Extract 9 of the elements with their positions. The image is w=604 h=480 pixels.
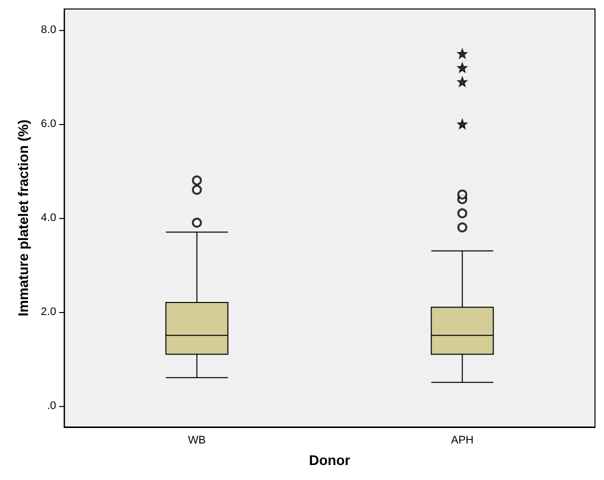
x-axis-title: Donor — [308, 452, 351, 468]
y-tick-label: 2.0 — [40, 306, 56, 318]
y-tick-label: 6.0 — [40, 118, 56, 130]
y-tick-label: 4.0 — [40, 212, 56, 224]
x-tick-label: WB — [188, 434, 206, 446]
y-tick-label: .0 — [47, 400, 56, 412]
x-tick-label: APH — [450, 434, 474, 446]
y-tick-label: 8.0 — [40, 24, 56, 36]
y-axis-title: Immature platelet fraction (%) — [15, 120, 31, 316]
